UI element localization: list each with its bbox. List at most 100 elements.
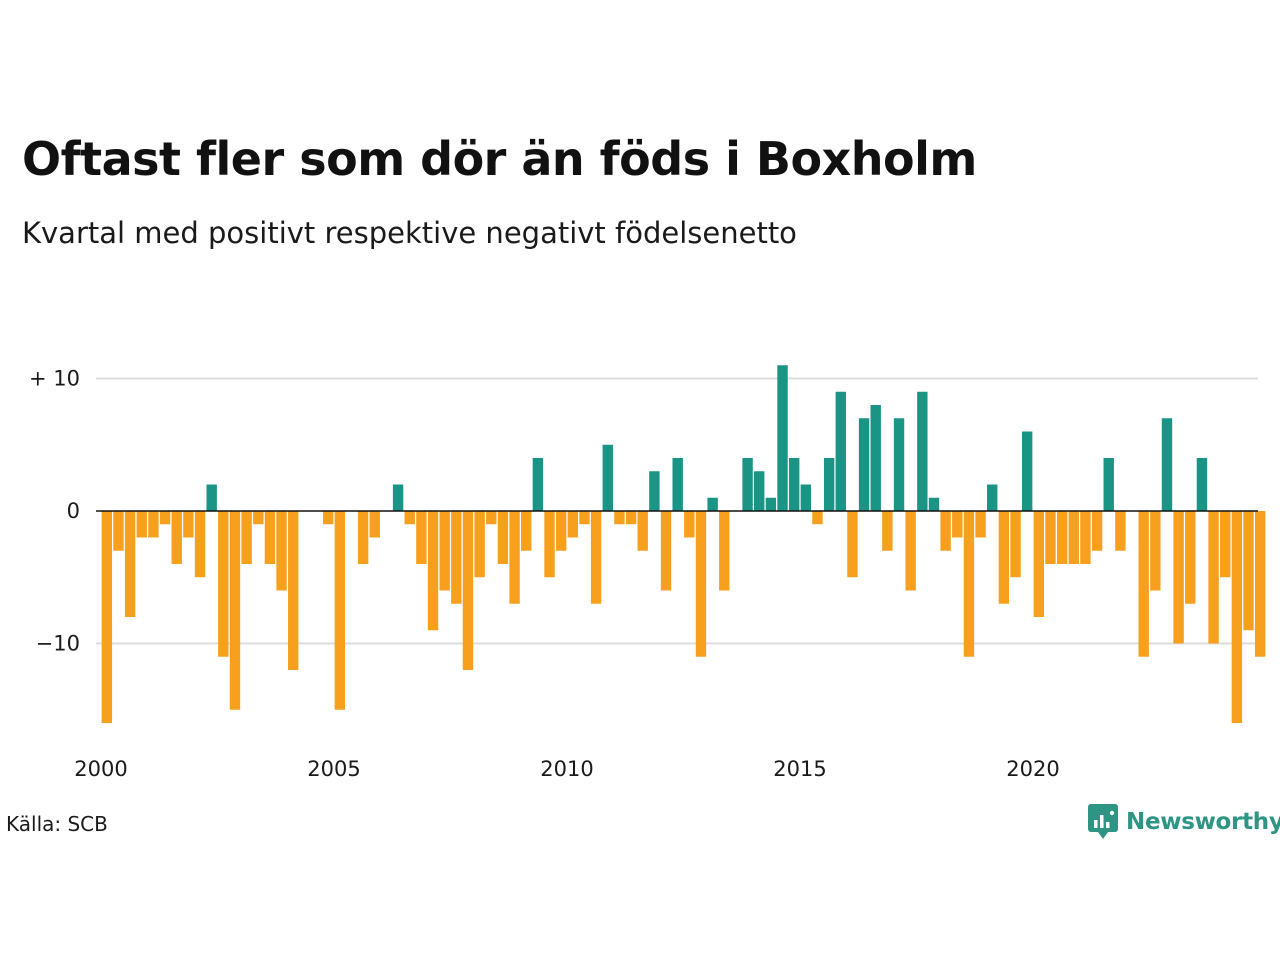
y-tick-label: −10: [36, 632, 80, 656]
bar: [1091, 511, 1103, 551]
bar: [1243, 511, 1254, 631]
bar: [707, 497, 718, 511]
bar: [276, 511, 287, 591]
bar: [602, 444, 613, 511]
bar: [823, 458, 835, 511]
bar: [1138, 511, 1149, 657]
bar: [905, 511, 916, 591]
bar: [870, 405, 881, 511]
bar: [159, 511, 171, 525]
source-note: Källa: SCB: [6, 812, 108, 836]
bar: [625, 511, 637, 525]
bar: [1196, 458, 1208, 511]
bar: [497, 511, 509, 564]
bar: [1161, 418, 1173, 511]
chart-title: Oftast fler som dör än föds i Boxholm: [22, 132, 977, 186]
bar: [544, 511, 555, 578]
bar: [229, 511, 241, 710]
bar: [1010, 511, 1021, 578]
bar: [952, 511, 963, 538]
bar: [858, 418, 870, 511]
bar: [532, 458, 544, 511]
bar: [369, 511, 380, 538]
bar: [136, 511, 147, 538]
bar: [264, 511, 276, 564]
bar: [357, 511, 369, 564]
bar: [206, 484, 217, 511]
bar: [474, 511, 485, 578]
bar: [1115, 511, 1126, 551]
bar: [765, 497, 777, 511]
bar: [241, 511, 252, 564]
bar: [392, 484, 404, 511]
y-tick-label: + 10: [29, 367, 80, 391]
bar: [113, 511, 124, 551]
bar-chart: + 10 0 −10 2000 2005 2010 2015 2020: [29, 365, 1266, 781]
bar: [416, 511, 427, 564]
bar: [847, 511, 858, 578]
bar: [1173, 511, 1184, 644]
bar: [695, 511, 707, 657]
bar: [148, 511, 159, 538]
bar: [218, 511, 229, 657]
chart-subtitle: Kvartal med positivt respektive negativt…: [22, 216, 797, 250]
bar: [555, 511, 567, 551]
bar: [509, 511, 520, 604]
x-tick-label: 2005: [307, 757, 360, 781]
bar: [917, 391, 928, 511]
bar: [637, 511, 648, 551]
bar: [124, 511, 136, 617]
bar: [1103, 458, 1114, 511]
bar: [288, 511, 299, 670]
bar: [567, 511, 579, 538]
bar: [754, 471, 765, 511]
bar: [835, 391, 846, 511]
bar: [101, 511, 113, 723]
bar: [590, 511, 602, 604]
bar: [614, 511, 625, 525]
bar: [1056, 511, 1068, 564]
bar: [777, 365, 788, 511]
bar: [1045, 511, 1056, 564]
x-tick-label: 2010: [540, 757, 593, 781]
y-tick-label: 0: [67, 499, 80, 523]
bar: [928, 497, 940, 511]
bar: [1080, 511, 1091, 564]
bar: [183, 511, 194, 538]
x-tick-label: 2015: [773, 757, 826, 781]
bar: [1208, 511, 1219, 644]
bar: [719, 511, 730, 591]
bar: [1150, 511, 1161, 591]
bar: [486, 511, 497, 525]
bar: [451, 511, 462, 604]
bar: [975, 511, 986, 538]
x-tick-label: 2000: [74, 757, 127, 781]
bar: [1185, 511, 1196, 604]
bar: [998, 511, 1010, 604]
bars: [101, 365, 1266, 723]
bar: [439, 511, 450, 591]
bar: [1033, 511, 1045, 617]
bar: [672, 458, 683, 511]
bar: [882, 511, 893, 551]
bar: [1254, 511, 1266, 657]
bar: [684, 511, 695, 538]
newsworthy-logo-icon: [1088, 804, 1118, 839]
bar: [462, 511, 474, 670]
bar: [940, 511, 951, 551]
bar: [893, 418, 905, 511]
bar: [1068, 511, 1079, 564]
bar: [427, 511, 439, 631]
bar: [521, 511, 532, 551]
bar: [963, 511, 975, 657]
bar: [334, 511, 346, 710]
brand-name: Newsworthy: [1126, 809, 1280, 835]
bar: [194, 511, 206, 578]
bar: [788, 458, 800, 511]
bar: [987, 484, 998, 511]
bar: [742, 458, 753, 511]
bar: [579, 511, 590, 525]
brand: Newsworthy: [1088, 804, 1280, 840]
bar: [171, 511, 182, 564]
bar: [812, 511, 823, 525]
